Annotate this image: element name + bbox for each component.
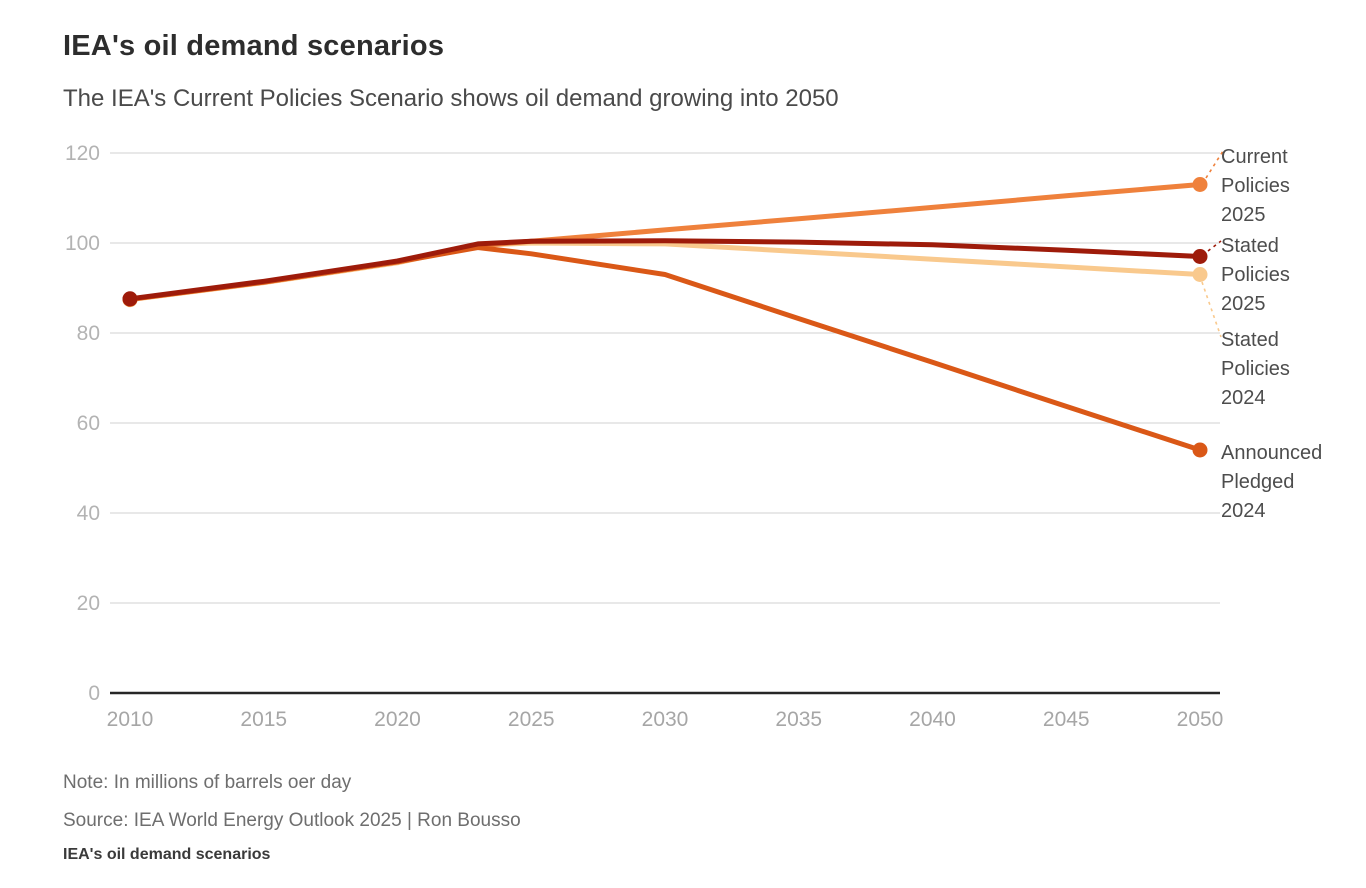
start-marker [122, 291, 138, 307]
y-tick-label: 20 [77, 592, 100, 615]
x-tick-label: 2030 [642, 708, 689, 731]
x-tick-label: 2045 [1043, 708, 1090, 731]
y-tick-label: 100 [65, 232, 100, 255]
x-tick-label: 2050 [1177, 708, 1224, 731]
y-tick-label: 120 [65, 142, 100, 165]
x-tick-label: 2020 [374, 708, 421, 731]
series-lines [127, 182, 1203, 453]
x-tick-label: 2015 [240, 708, 287, 731]
end-marker [1192, 267, 1208, 282]
label-connector [1205, 150, 1224, 179]
y-tick-label: 80 [77, 322, 100, 345]
y-tick-label: 60 [77, 412, 100, 435]
end-marker [1192, 177, 1208, 192]
x-tick-label: 2040 [909, 708, 956, 731]
chart-note: Note: In millions of barrels oer day [63, 772, 352, 793]
x-tick-label: 2025 [508, 708, 555, 731]
chart-subtitle: The IEA's Current Policies Scenario show… [63, 85, 839, 112]
point-markers [122, 177, 1208, 458]
chart-caption: IEA's oil demand scenarios [63, 846, 271, 863]
gridlines [110, 152, 1220, 604]
series-label-announced-pledged-2024: Announced Pledged 2024 [1221, 442, 1323, 522]
end-marker [1192, 442, 1208, 458]
label-connector [1207, 240, 1222, 252]
x-tick-label: 2010 [107, 708, 154, 731]
chart-source: Source: IEA World Energy Outlook 2025 | … [63, 810, 521, 831]
x-tick-labels: 2010 2015 2020 2025 2030 2035 2040 2045 2050 [107, 708, 1224, 731]
y-tick-labels: 0 20 40 60 80 100 120 [65, 142, 100, 705]
series-label-current-policies-2025: Current Policies 2025 [1221, 146, 1290, 226]
chart-title: IEA's oil demand scenarios [63, 30, 445, 62]
y-tick-label: 40 [77, 502, 100, 525]
series-label-stated-policies-2024: Stated Policies 2024 [1221, 329, 1290, 409]
x-tick-label: 2035 [775, 708, 822, 731]
series-label-stated-policies-2025: Stated Policies 2025 [1221, 235, 1290, 315]
label-connector [1201, 281, 1222, 338]
end-marker [1192, 249, 1208, 264]
series-line-1 [127, 238, 1203, 302]
label-connectors [1201, 150, 1224, 338]
y-tick-label: 0 [88, 682, 100, 705]
